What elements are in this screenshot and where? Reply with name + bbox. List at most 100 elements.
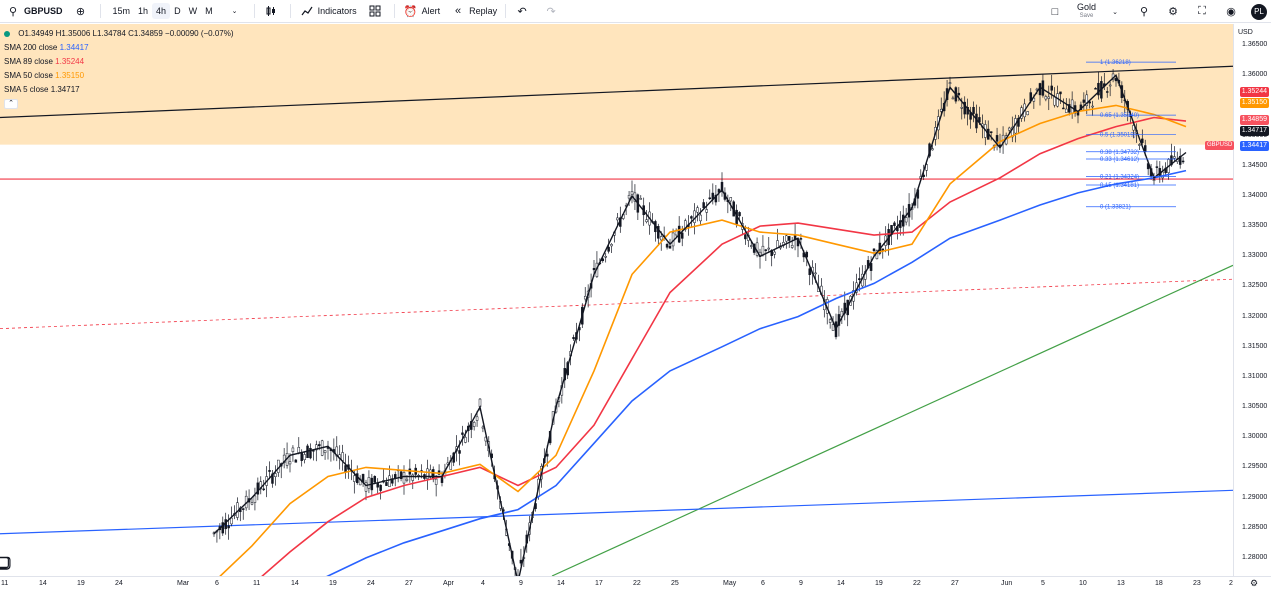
- candle-body: [814, 272, 817, 275]
- candle-body: [367, 477, 371, 489]
- price-tick: 1.30500: [1242, 403, 1268, 411]
- candle-body: [464, 436, 467, 443]
- layouts-button[interactable]: [362, 0, 391, 23]
- sma-legend-label: SMA 5 close: [4, 85, 51, 94]
- candle-body: [434, 478, 438, 485]
- timeframe-4h[interactable]: 4h: [152, 3, 171, 19]
- candle-body: [230, 517, 233, 525]
- timeframe-d[interactable]: D: [174, 6, 181, 16]
- indicators-button[interactable]: Indicators: [294, 0, 362, 23]
- time-tick: 14: [39, 580, 47, 587]
- candle-body: [872, 248, 876, 252]
- candle-body: [1152, 179, 1156, 182]
- layout-name-button[interactable]: Gold Save: [1077, 2, 1096, 21]
- timeframe-1h[interactable]: 1h: [138, 6, 149, 16]
- resistance-zone: [0, 24, 1233, 145]
- alert-button[interactable]: ⏰ Alert: [398, 0, 446, 23]
- timeframe-m[interactable]: M: [205, 6, 213, 16]
- sma-legend-row[interactable]: SMA 50 close 1.35150: [4, 71, 84, 81]
- time-tick: 22: [913, 580, 921, 587]
- symbol-search[interactable]: ⚲ GBPUSD: [0, 0, 68, 23]
- price-tick: 1.33000: [1242, 252, 1268, 260]
- timeframe-dropdown[interactable]: ⌄: [222, 0, 251, 23]
- sma-legend-label: SMA 50 close: [4, 71, 56, 80]
- price-tick: 1.33500: [1242, 222, 1268, 230]
- chart-type-button[interactable]: [258, 0, 287, 23]
- price-label: 1.34717: [1239, 126, 1269, 136]
- indicators-label: Indicators: [317, 6, 357, 16]
- price-tick: 1.36500: [1242, 41, 1268, 49]
- chart-canvas[interactable]: 1 (1.36218) 0.65 (1.35340) 0.5 (1.35019) 0.…: [0, 24, 1233, 576]
- candle-body: [458, 450, 461, 454]
- time-tick: 27: [951, 580, 959, 587]
- candle-body: [799, 238, 803, 240]
- time-tick: 14: [291, 580, 299, 587]
- candle-body: [583, 295, 587, 300]
- time-tick: 14: [837, 580, 845, 587]
- time-tick: 9: [519, 580, 523, 587]
- candle-body: [931, 148, 934, 151]
- candle-body: [1170, 155, 1173, 166]
- time-tick: Mar: [177, 580, 190, 587]
- green-trend-line: [551, 264, 1233, 576]
- chevron-down-icon: ⌄: [231, 8, 238, 15]
- candle-body: [828, 319, 832, 323]
- time-scale-settings[interactable]: ⚙: [1250, 578, 1258, 589]
- candle-body: [1059, 91, 1062, 95]
- time-tick: 11: [253, 580, 261, 587]
- fib-level-label: 0.33 (1.34612): [1100, 157, 1139, 163]
- alert-label: Alert: [421, 6, 441, 16]
- candle-body: [657, 226, 660, 239]
- chevron-up-icon: ⌃: [8, 100, 14, 107]
- candle-body: [995, 135, 999, 142]
- separator: [289, 4, 291, 18]
- candle-body: [790, 245, 794, 248]
- sma-legend-row[interactable]: SMA 89 close 1.35244: [4, 57, 84, 67]
- candle-body: [277, 459, 280, 473]
- candle-body: [616, 217, 619, 221]
- compare-button[interactable]: ⊕: [68, 0, 97, 23]
- sma-89-line: [261, 116, 1187, 576]
- settings-button[interactable]: ⚙: [1160, 0, 1189, 23]
- time-tick: 5: [1041, 580, 1045, 587]
- undo-icon: ↶: [517, 5, 527, 18]
- candle-body: [303, 454, 306, 461]
- quick-search-button[interactable]: ⚲: [1131, 0, 1160, 23]
- camera-icon: ◉: [1226, 6, 1236, 18]
- candle-body: [957, 92, 961, 96]
- layout-select-button[interactable]: □: [1042, 0, 1071, 23]
- redo-button[interactable]: ↷: [538, 0, 567, 23]
- candle-body: [241, 508, 245, 510]
- price-scale[interactable]: USD 1.365001.360001.355001.350001.345001…: [1233, 24, 1271, 576]
- time-scale[interactable]: 11 14 19 24 Mar 6 11 14 19 24 27 Apr 4 9 14 17 22 25 May 6 9…: [0, 576, 1271, 590]
- candle-body: [1141, 138, 1144, 143]
- replay-button[interactable]: « Replay: [445, 0, 502, 23]
- candle-body: [963, 101, 966, 115]
- candle-body: [1032, 97, 1036, 102]
- candle-body: [297, 447, 301, 453]
- candle-body: [714, 194, 718, 203]
- candle-body: [604, 255, 607, 258]
- avatar[interactable]: PL: [1251, 3, 1267, 20]
- candle-body: [1091, 105, 1094, 108]
- fullscreen-button[interactable]: ⛶: [1189, 0, 1218, 23]
- blue-trend-line: [0, 489, 1233, 535]
- sma-legend-row[interactable]: SMA 5 close 1.34717: [4, 85, 80, 95]
- candle-body: [300, 452, 303, 461]
- candle-body: [773, 251, 776, 255]
- candle-body: [268, 470, 271, 472]
- undo-button[interactable]: ↶: [509, 0, 538, 23]
- candle-body: [592, 268, 596, 271]
- candle-body: [645, 219, 648, 223]
- timeframe-w[interactable]: W: [188, 6, 198, 16]
- snapshot-button[interactable]: ◉: [1218, 0, 1247, 23]
- chart-pane[interactable]: 1 (1.36218) 0.65 (1.35340) 0.5 (1.35019) 0.…: [0, 24, 1233, 576]
- timeframe-15m[interactable]: 15m: [112, 6, 131, 16]
- layout-menu-button[interactable]: ⌄: [1102, 0, 1131, 23]
- candle-body: [1097, 82, 1100, 96]
- legend-collapse-button[interactable]: ⌃: [4, 99, 18, 109]
- top-toolbar: ⚲ GBPUSD ⊕ 15m 1h 4h D W M ⌄ Indicators ⏰ Ale…: [0, 0, 1271, 23]
- sma-legend-row[interactable]: SMA 200 close 1.34417: [4, 43, 89, 53]
- symbol-price-tag: GBPUSD: [1205, 141, 1235, 150]
- candle-body: [1007, 127, 1011, 131]
